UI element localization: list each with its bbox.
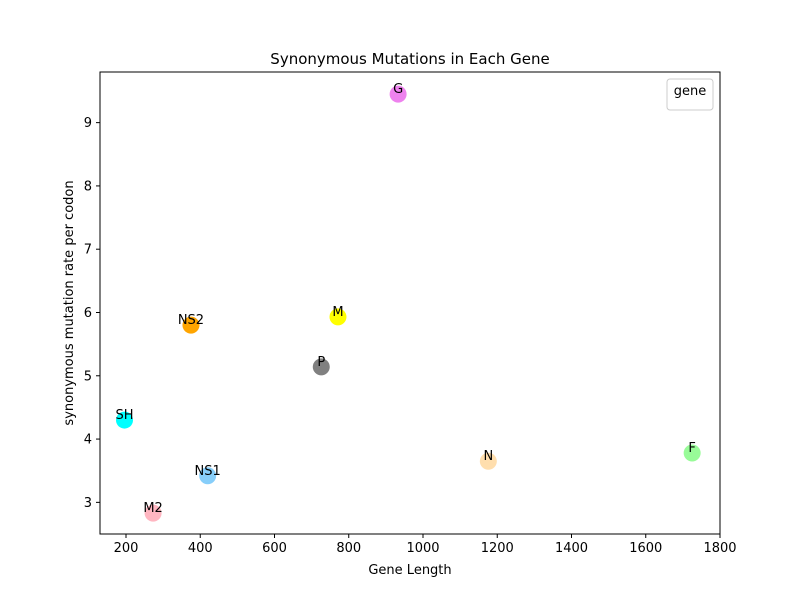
data-label-p: P [317,355,325,370]
data-label-sh: SH [115,408,133,423]
x-tick-label: 600 [262,541,287,556]
x-tick-label: 1000 [406,541,439,556]
legend: gene [666,78,714,111]
y-axis-label: synonymous mutation rate per codon [62,180,77,425]
chart-title: Synonymous Mutations in Each Gene [270,50,549,68]
y-tick-label: 6 [84,306,92,321]
data-points: SH M2 NS2 NS1 P M G N F [115,82,701,522]
data-label-m2: M2 [143,501,163,516]
x-tick-label: 1800 [703,541,736,556]
x-axis: 200 400 600 800 1000 1200 1400 1600 1800 [114,534,737,556]
y-tick-label: 3 [84,496,92,511]
data-label-f: F [688,441,695,456]
x-axis-label: Gene Length [368,563,451,578]
data-point-ns2 [182,316,200,334]
data-point-p [312,358,330,376]
y-tick-label: 7 [84,243,92,258]
y-tick-label: 4 [84,433,92,448]
data-point-f [683,444,701,462]
x-tick-label: 1600 [629,541,662,556]
y-tick-label: 5 [84,369,92,384]
x-tick-label: 1200 [481,541,514,556]
x-tick-label: 1400 [555,541,588,556]
legend-title: gene [674,84,707,99]
x-tick-label: 800 [336,541,361,556]
data-point-ns1 [199,467,217,485]
data-point-m [329,308,347,326]
y-tick-label: 8 [84,179,92,194]
x-tick-label: 400 [188,541,213,556]
data-label-ns1: NS1 [195,464,221,479]
data-point-n [479,452,497,470]
data-label-n: N [483,449,493,464]
data-point-g [389,85,407,103]
data-point-m2 [144,504,162,522]
data-point-sh [116,411,134,429]
data-label-m: M [332,305,343,320]
plot-area [99,71,721,535]
y-tick-label: 9 [84,116,92,131]
legend-box [666,78,714,111]
x-tick-label: 200 [114,541,139,556]
data-label-ns2: NS2 [178,313,204,328]
data-label-g: G [393,82,403,97]
y-axis: 3 4 5 6 7 8 9 [84,116,100,511]
